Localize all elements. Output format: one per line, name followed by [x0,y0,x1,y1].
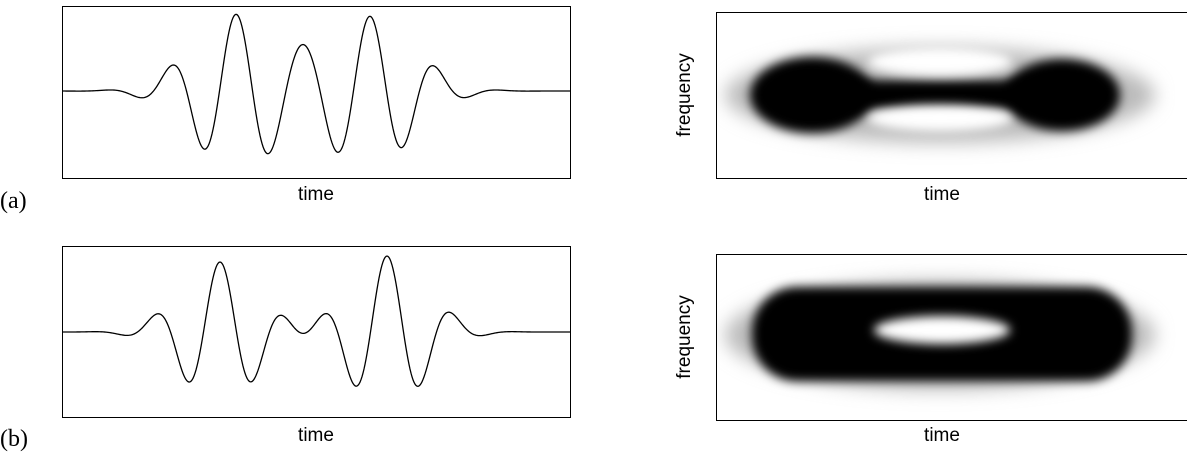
x-axis-label: time [298,184,334,205]
waveform-frame [62,246,571,418]
panel-label: (b) [0,426,28,452]
panel-b: time (b) time frequency [0,246,1187,452]
x-axis-label: time [924,425,960,446]
spectrogram [725,280,1155,390]
waveform-frame [62,6,571,179]
panel-label: (a) [0,188,27,214]
waveform [63,255,570,387]
spectrogram-frame [716,12,1187,179]
spectrogram-frame [716,254,1187,421]
waveform [62,13,570,155]
x-axis-label: time [924,184,960,205]
y-axis-label: frequency [674,295,695,379]
panel-a: time (a) time frequency [0,6,1187,214]
x-axis-label: time [298,425,334,446]
y-axis-label: frequency [674,53,695,137]
spectrogram [725,47,1155,143]
